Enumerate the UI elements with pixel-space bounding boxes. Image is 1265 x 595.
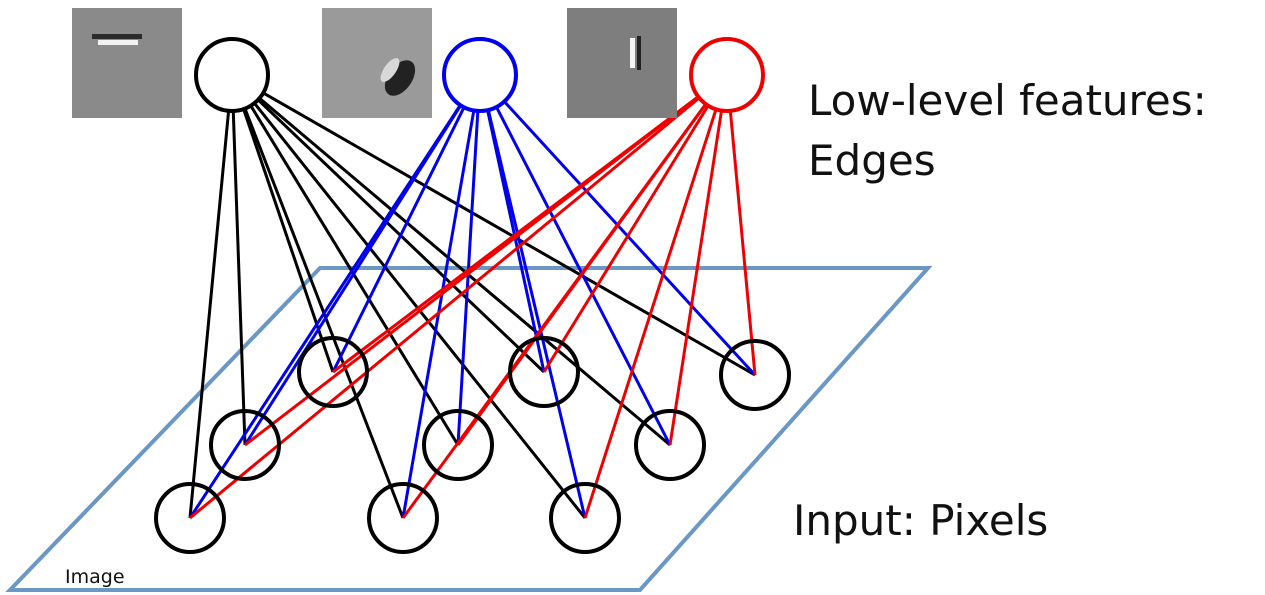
features-label: Low-level features: [808,76,1207,125]
filter-black [72,8,182,118]
connection [232,75,245,445]
connection [190,75,727,518]
feature-node [691,39,763,111]
image-label: Image [65,566,125,588]
filter-feature [92,34,142,39]
connection [232,75,755,375]
diagram: Low-level features: Edges Input: Pixels … [0,0,1265,595]
page: Low-level features: Edges Input: Pixels … [0,0,1265,595]
feature-node [444,39,516,111]
filter-feature [98,40,138,45]
input-label: Input: Pixels [793,496,1048,545]
filter-image [567,8,677,118]
connection [544,75,727,372]
connection [727,75,755,375]
connection [245,75,727,445]
feature-node [196,39,268,111]
connection [232,75,403,518]
filter-feature [637,36,641,70]
filter-red [567,8,677,118]
connection [333,75,480,372]
connections [190,75,755,518]
filter-image [72,8,182,118]
filter-blue [322,8,432,118]
features-label: Edges [808,136,936,185]
connection [403,75,480,518]
connection [670,75,727,445]
filter-feature [630,38,635,68]
connection [585,75,727,518]
connection [403,75,727,518]
connection [232,75,544,372]
filter-image [322,8,432,118]
